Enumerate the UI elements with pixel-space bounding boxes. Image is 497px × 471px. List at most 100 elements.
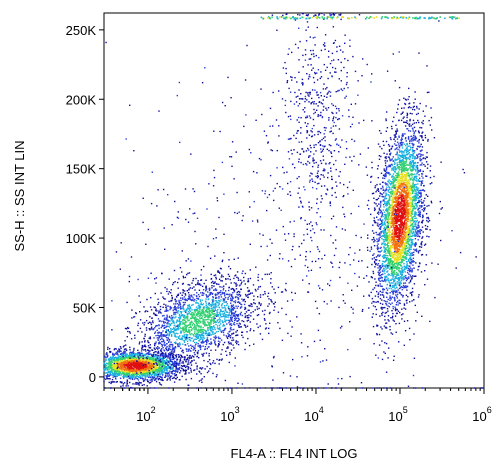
event-point bbox=[165, 304, 167, 306]
event-point bbox=[379, 206, 382, 208]
event-point bbox=[161, 357, 163, 359]
event-point bbox=[116, 353, 118, 355]
event-point bbox=[168, 326, 171, 328]
event-point bbox=[255, 266, 257, 268]
event-point bbox=[220, 331, 223, 333]
event-point bbox=[228, 361, 230, 364]
event-point bbox=[223, 310, 225, 312]
event-point bbox=[263, 318, 266, 320]
event-point bbox=[237, 314, 240, 317]
event-point bbox=[150, 366, 152, 369]
event-point bbox=[179, 317, 182, 319]
event-point bbox=[240, 311, 242, 314]
event-point bbox=[201, 299, 203, 301]
event-point bbox=[185, 299, 187, 301]
event-point bbox=[121, 354, 124, 357]
event-point bbox=[183, 323, 186, 325]
event-point bbox=[105, 375, 107, 377]
event-point bbox=[112, 374, 114, 376]
event-point bbox=[166, 319, 168, 321]
event-point bbox=[230, 316, 232, 318]
event-point bbox=[398, 166, 400, 168]
event-point bbox=[173, 328, 175, 330]
event-point bbox=[196, 366, 198, 368]
event-point bbox=[375, 222, 377, 224]
event-point bbox=[406, 240, 408, 242]
event-point bbox=[154, 326, 156, 329]
event-point bbox=[192, 339, 195, 341]
event-point bbox=[125, 368, 127, 370]
event-point bbox=[117, 358, 120, 360]
event-point bbox=[145, 366, 147, 368]
event-point bbox=[109, 387, 112, 389]
event-point bbox=[170, 364, 173, 366]
event-point bbox=[159, 357, 162, 359]
event-point bbox=[154, 342, 157, 345]
event-point bbox=[134, 356, 136, 358]
event-point bbox=[193, 332, 196, 335]
event-point bbox=[415, 220, 418, 223]
event-point bbox=[174, 329, 176, 331]
event-point bbox=[195, 336, 198, 339]
event-point bbox=[272, 303, 275, 305]
event-point bbox=[406, 264, 408, 266]
event-point bbox=[189, 306, 191, 308]
event-point bbox=[193, 348, 196, 350]
event-point bbox=[179, 306, 181, 309]
event-point bbox=[200, 314, 202, 316]
event-point bbox=[151, 367, 154, 369]
event-point bbox=[231, 312, 233, 315]
event-point bbox=[149, 358, 152, 360]
event-point bbox=[185, 321, 188, 323]
event-point bbox=[176, 376, 178, 379]
event-point bbox=[389, 247, 391, 250]
event-point bbox=[156, 356, 158, 358]
event-point bbox=[175, 309, 177, 311]
event-point bbox=[230, 302, 232, 304]
event-point bbox=[132, 383, 134, 385]
event-point bbox=[233, 314, 236, 317]
event-point bbox=[214, 309, 216, 311]
event-point bbox=[188, 297, 190, 300]
event-point bbox=[229, 278, 231, 281]
event-point bbox=[124, 371, 126, 373]
event-point bbox=[152, 321, 154, 324]
event-point bbox=[185, 366, 187, 369]
event-point bbox=[186, 317, 189, 319]
event-point bbox=[111, 365, 113, 367]
event-point bbox=[167, 337, 169, 339]
event-point bbox=[115, 368, 117, 370]
event-point bbox=[391, 317, 394, 319]
event-point bbox=[135, 372, 138, 374]
event-point bbox=[187, 304, 189, 307]
event-point bbox=[180, 370, 182, 372]
event-point bbox=[210, 334, 212, 336]
event-point bbox=[143, 324, 145, 326]
event-point bbox=[393, 273, 396, 275]
event-point bbox=[147, 340, 149, 342]
event-point bbox=[175, 362, 178, 365]
event-point bbox=[211, 299, 213, 301]
event-point bbox=[119, 374, 121, 376]
event-point bbox=[217, 314, 220, 316]
event-point bbox=[135, 362, 137, 365]
event-point bbox=[178, 343, 180, 345]
event-point bbox=[223, 312, 226, 314]
event-point bbox=[168, 291, 170, 293]
event-point bbox=[196, 308, 198, 310]
event-point bbox=[180, 307, 182, 310]
event-point bbox=[167, 349, 170, 351]
event-point bbox=[211, 327, 213, 329]
event-point bbox=[167, 333, 169, 335]
event-point bbox=[218, 271, 220, 273]
event-point bbox=[375, 203, 377, 205]
event-point bbox=[155, 325, 157, 327]
event-point bbox=[163, 339, 165, 342]
event-point bbox=[192, 311, 194, 314]
event-point bbox=[188, 384, 190, 386]
event-point bbox=[198, 339, 200, 342]
event-point bbox=[194, 289, 196, 291]
event-point bbox=[143, 359, 145, 362]
event-point bbox=[110, 364, 112, 367]
event-point bbox=[159, 364, 161, 366]
